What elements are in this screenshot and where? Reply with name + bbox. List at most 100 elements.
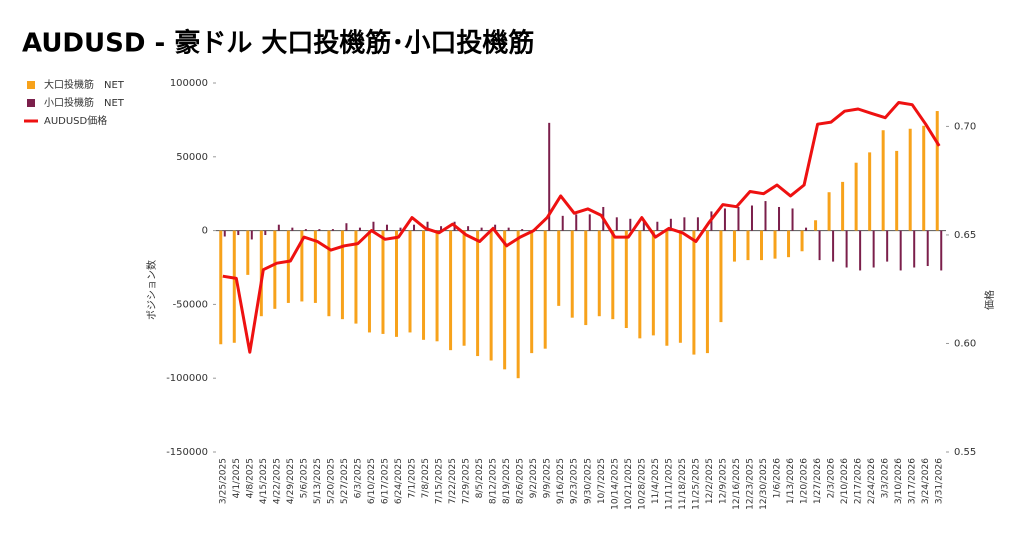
x-tick-label: 4/22/2025 (272, 458, 282, 504)
bar (575, 214, 578, 231)
bar (223, 230, 226, 237)
bar (516, 230, 520, 379)
x-tick-label: 7/15/2025 (435, 458, 445, 504)
bar (543, 230, 547, 349)
bar (440, 226, 443, 231)
legend-label: AUDUSD価格 (44, 114, 107, 127)
x-tick-label: 3/24/2026 (921, 458, 931, 504)
bar (318, 229, 321, 231)
x-tick-label: 9/9/2025 (543, 458, 553, 498)
bar (264, 230, 267, 236)
x-tick-label: 3/31/2026 (935, 458, 945, 504)
bar (367, 230, 371, 333)
bar (345, 223, 348, 231)
x-tick-label: 3/17/2026 (908, 458, 918, 504)
bar (800, 230, 804, 252)
x-tick-label: 7/29/2025 (462, 458, 472, 504)
y-tick-label: 50000 (176, 152, 208, 163)
bar (872, 230, 875, 268)
bar (462, 230, 466, 346)
bar (480, 227, 483, 231)
bar (723, 208, 726, 231)
bar (313, 230, 317, 303)
x-tick-label: 9/30/2025 (583, 458, 593, 504)
bar (642, 220, 645, 231)
bar (250, 230, 253, 240)
y2-tick-label: 0.60 (954, 338, 976, 349)
x-tick-label: 10/28/2025 (637, 458, 647, 510)
bar (489, 230, 493, 361)
bar (732, 230, 736, 262)
bar (940, 230, 943, 271)
bar (588, 214, 591, 231)
bar (926, 230, 929, 267)
x-tick-label: 5/20/2025 (326, 458, 336, 504)
bar (372, 221, 375, 231)
x-tick-label: 12/9/2025 (718, 458, 728, 504)
bar (895, 150, 899, 231)
bar (760, 230, 763, 261)
x-tick-label: 2/10/2026 (840, 458, 850, 504)
bar (854, 162, 858, 231)
bar (665, 230, 669, 346)
bar (692, 230, 696, 355)
bar (899, 230, 902, 271)
bar (300, 230, 304, 302)
bar (570, 230, 574, 318)
x-tick-label: 12/16/2025 (732, 458, 742, 510)
bar (669, 218, 672, 231)
bar (385, 224, 388, 231)
price-line (222, 101, 941, 354)
bar (611, 230, 615, 320)
x-tick-label: 12/2/2025 (705, 458, 715, 504)
x-tick-label: 2/24/2026 (867, 458, 877, 504)
bar (548, 122, 551, 231)
bar (449, 230, 453, 351)
x-tick-label: 10/21/2025 (624, 458, 634, 510)
x-tick-label: 10/14/2025 (610, 458, 620, 510)
bar (273, 230, 277, 309)
legend-swatch (27, 99, 35, 107)
x-tick-label: 10/7/2025 (597, 458, 607, 504)
bar (503, 230, 507, 370)
bar (841, 181, 845, 231)
y-tick-label: -100000 (166, 373, 208, 384)
bar (246, 230, 250, 275)
bar (494, 224, 497, 231)
bar (557, 230, 561, 306)
bar (331, 229, 334, 231)
bar (922, 125, 926, 231)
bar (467, 226, 470, 231)
bar (859, 230, 862, 271)
x-tick-label: 5/13/2025 (313, 458, 323, 504)
bar (881, 130, 885, 231)
bar (237, 230, 240, 236)
x-tick-label: 6/10/2025 (367, 458, 377, 504)
x-tick-label: 3/25/2025 (218, 458, 228, 504)
bar (827, 192, 831, 231)
x-tick-label: 8/5/2025 (475, 458, 485, 498)
x-tick-label: 1/13/2026 (786, 458, 796, 504)
bar (584, 230, 588, 326)
bar (521, 229, 524, 231)
x-tick-label: 7/8/2025 (421, 458, 431, 498)
bar (746, 230, 750, 261)
y-axis-label: ポジション数 (145, 260, 158, 320)
x-tick-label: 3/3/2026 (881, 458, 891, 499)
bar (696, 217, 699, 231)
x-tick-label: 1/20/2026 (800, 458, 810, 504)
bar (656, 221, 659, 231)
bar (340, 230, 344, 320)
bar (277, 224, 280, 231)
bar (624, 230, 628, 329)
bar (395, 230, 398, 337)
bar (683, 217, 686, 231)
x-tick-label: 6/17/2025 (380, 458, 390, 504)
bar (232, 230, 236, 343)
bar (913, 230, 916, 268)
bar (399, 227, 402, 231)
x-tick-label: 8/19/2025 (502, 458, 512, 504)
bar (408, 230, 412, 333)
bar (435, 230, 439, 342)
